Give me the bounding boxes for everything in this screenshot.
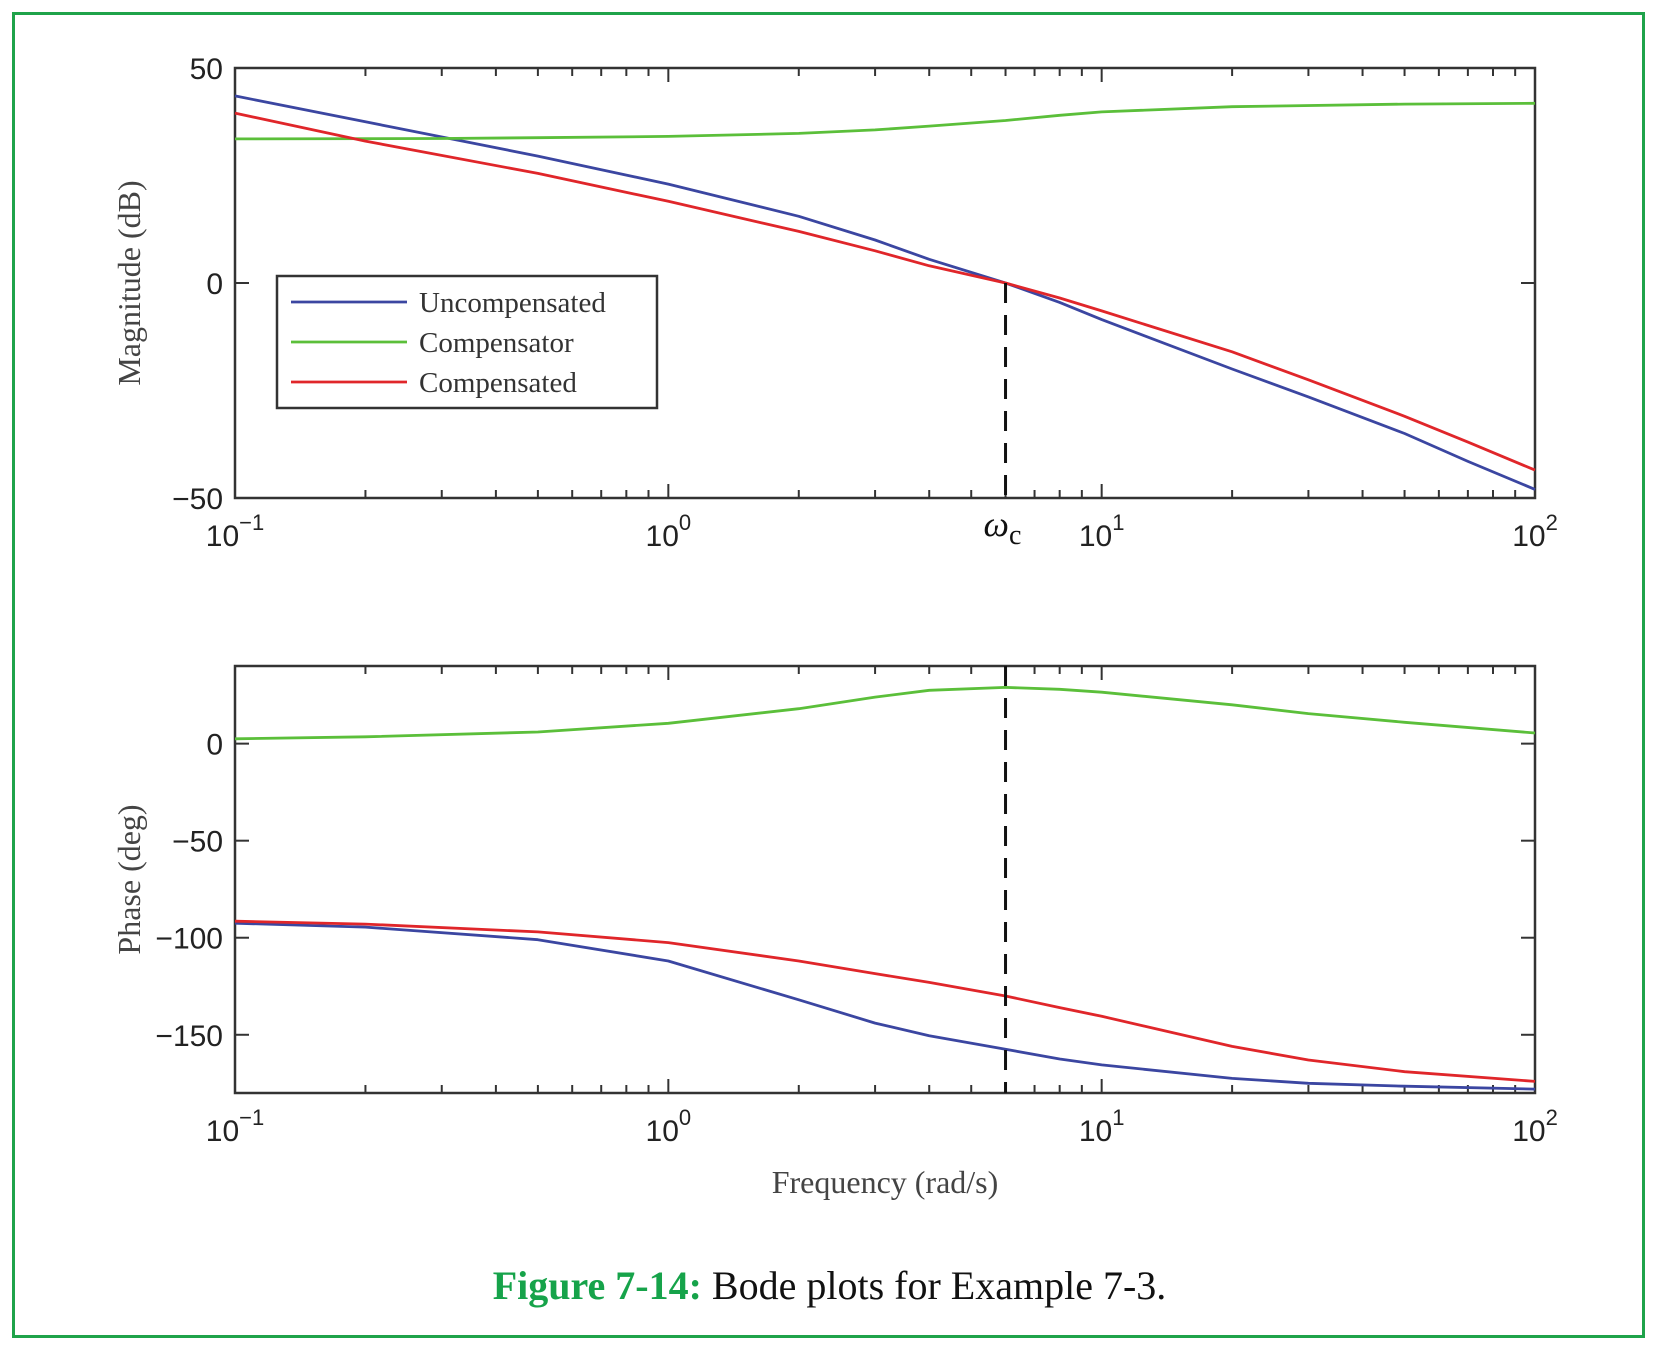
x-tick-label: 102 <box>1512 1105 1558 1148</box>
x-tick-label: 101 <box>1079 510 1125 553</box>
series-line-compensator <box>234 686 1536 741</box>
series-line-uncompensated <box>234 921 1536 1091</box>
y-tick-label: 0 <box>206 729 223 762</box>
magnitude-plot: 10−1 100 101 102 −50 0 50 Magnitude (dB) ωc Uncom… <box>111 53 1558 553</box>
series-line-compensated <box>234 919 1536 1083</box>
y-tick-label: 0 <box>206 268 223 301</box>
figure-caption: Figure 7-14: Bode plots for Example 7-3. <box>0 1262 1659 1309</box>
figure-frame <box>12 12 1645 1338</box>
crossover-label: ωc <box>984 504 1022 551</box>
series-line-compensator <box>234 101 1536 141</box>
x-axis-label: Frequency (rad/s) <box>772 1164 999 1200</box>
x-tick-label: 102 <box>1512 510 1558 553</box>
legend-label: Compensated <box>419 367 577 399</box>
phase-plot: 10−1 100 101 102 −150 −100 −50 0 Phase (deg) Freq… <box>111 664 1558 1200</box>
caption-text: Bode plots for Example 7-3. <box>701 1263 1167 1308</box>
y-tick-label: −150 <box>155 1020 223 1053</box>
y-tick-label: −50 <box>172 826 223 859</box>
x-tick-label: 10−1 <box>206 510 264 553</box>
y-tick-label: −100 <box>155 923 223 956</box>
x-tick-label: 100 <box>646 510 692 553</box>
y-axis-label: Magnitude (dB) <box>111 180 147 385</box>
caption-label: Figure 7-14: <box>492 1263 702 1308</box>
x-tick-label: 101 <box>1079 1105 1125 1148</box>
axes-box <box>233 664 1537 1095</box>
x-tick-label: 100 <box>646 1105 692 1148</box>
legend-label: Uncompensated <box>419 287 606 319</box>
x-tick-label: 10−1 <box>206 1105 264 1148</box>
y-tick-label: 50 <box>190 53 223 86</box>
legend-label: Compensator <box>419 327 574 359</box>
y-tick-label: −50 <box>172 483 223 516</box>
y-axis-label: Phase (deg) <box>111 804 147 954</box>
